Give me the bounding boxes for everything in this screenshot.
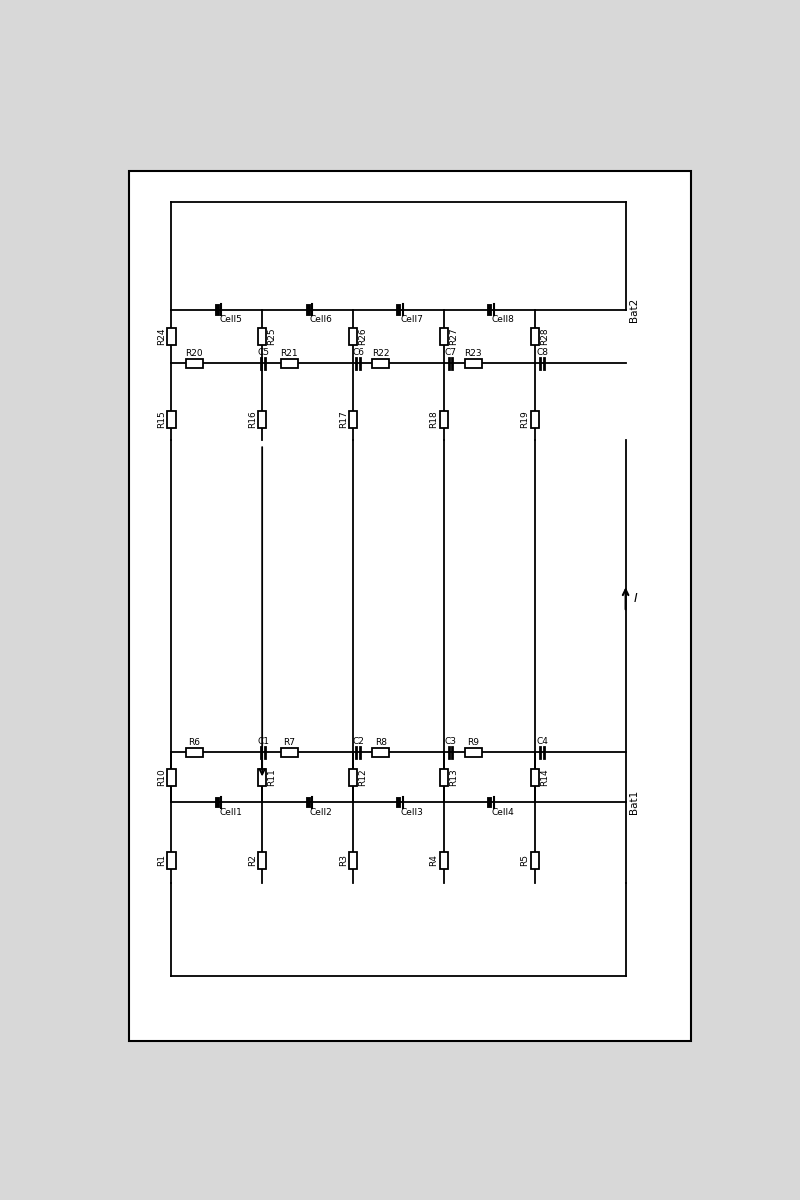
Bar: [258, 328, 266, 344]
Text: C7: C7: [445, 348, 457, 356]
Bar: [186, 359, 203, 367]
Text: R11: R11: [267, 768, 277, 786]
Text: R27: R27: [450, 328, 458, 346]
Text: R6: R6: [189, 738, 200, 746]
Bar: [440, 328, 448, 344]
Text: R13: R13: [450, 768, 458, 786]
Text: R5: R5: [520, 854, 530, 866]
Text: Cell3: Cell3: [401, 808, 424, 817]
Bar: [530, 328, 539, 344]
Bar: [440, 852, 448, 869]
Bar: [349, 410, 358, 427]
Bar: [167, 328, 175, 344]
Bar: [281, 748, 298, 756]
Text: Bat2: Bat2: [630, 298, 639, 322]
Bar: [186, 748, 203, 756]
Bar: [530, 852, 539, 869]
Text: Cell1: Cell1: [219, 808, 242, 817]
Text: Cell7: Cell7: [401, 314, 424, 324]
Text: R28: R28: [540, 328, 549, 346]
Text: R18: R18: [430, 410, 438, 428]
Text: C3: C3: [445, 737, 457, 745]
Text: R1: R1: [157, 854, 166, 866]
Text: R10: R10: [157, 768, 166, 786]
Text: R16: R16: [248, 410, 257, 428]
Text: R26: R26: [358, 328, 367, 346]
Text: R20: R20: [186, 349, 203, 358]
Text: R12: R12: [358, 768, 367, 786]
Bar: [258, 410, 266, 427]
Text: R15: R15: [157, 410, 166, 428]
Text: Bat1: Bat1: [630, 791, 639, 815]
Bar: [258, 852, 266, 869]
Bar: [530, 769, 539, 786]
Text: R7: R7: [283, 738, 295, 746]
Text: Cell5: Cell5: [219, 314, 242, 324]
Text: R25: R25: [267, 328, 277, 346]
Text: C4: C4: [536, 737, 548, 745]
Bar: [530, 410, 539, 427]
Bar: [349, 769, 358, 786]
Text: R3: R3: [338, 854, 348, 866]
Bar: [349, 328, 358, 344]
Text: R24: R24: [157, 328, 166, 346]
Text: R2: R2: [248, 854, 257, 866]
Bar: [465, 359, 482, 367]
Text: R14: R14: [540, 768, 549, 786]
Text: R9: R9: [467, 738, 479, 746]
Bar: [258, 769, 266, 786]
Text: R22: R22: [372, 349, 390, 358]
Bar: [349, 852, 358, 869]
Text: R17: R17: [338, 410, 348, 428]
Bar: [372, 359, 390, 367]
Text: Cell6: Cell6: [310, 314, 333, 324]
Bar: [167, 852, 175, 869]
Bar: [440, 769, 448, 786]
Text: R8: R8: [374, 738, 386, 746]
Bar: [372, 748, 390, 756]
Text: R23: R23: [464, 349, 482, 358]
Bar: [167, 410, 175, 427]
Bar: [281, 359, 298, 367]
Text: R4: R4: [430, 854, 438, 866]
Bar: [440, 410, 448, 427]
Text: C6: C6: [352, 348, 364, 356]
Text: R19: R19: [520, 410, 530, 428]
Text: Cell8: Cell8: [492, 314, 514, 324]
Text: C5: C5: [258, 348, 270, 356]
Text: C8: C8: [536, 348, 548, 356]
Bar: [167, 769, 175, 786]
Text: C2: C2: [352, 737, 364, 745]
Text: R21: R21: [280, 349, 298, 358]
Text: Cell4: Cell4: [492, 808, 514, 817]
Text: C1: C1: [258, 737, 270, 745]
Text: I: I: [634, 592, 637, 605]
Bar: [465, 748, 482, 756]
Text: Cell2: Cell2: [310, 808, 333, 817]
